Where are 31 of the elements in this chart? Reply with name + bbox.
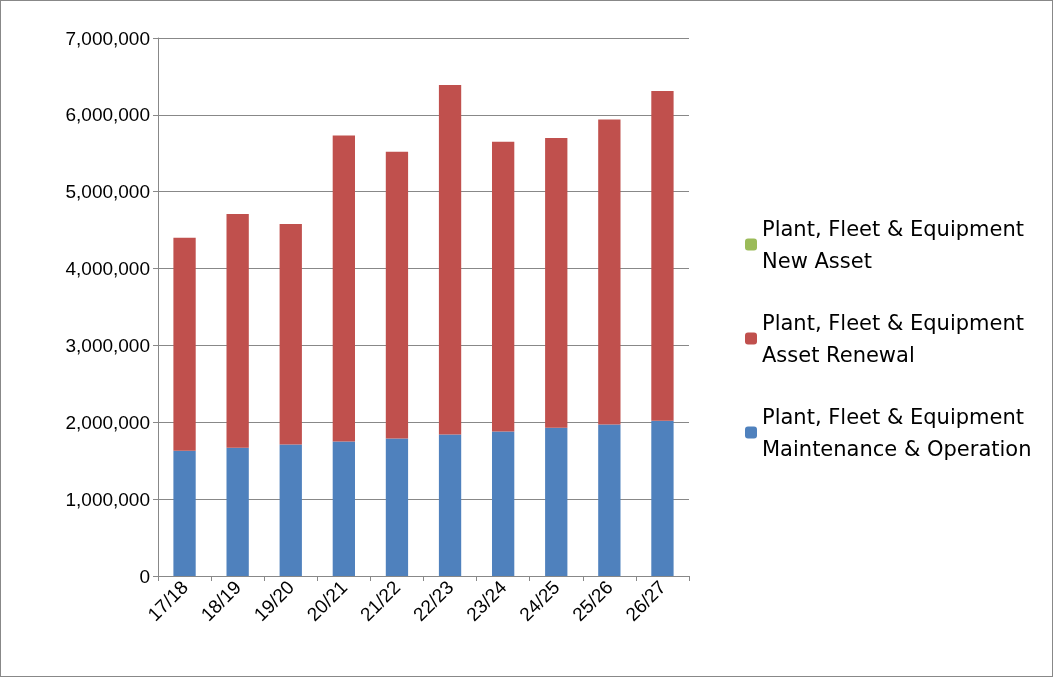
bar: [279, 223, 302, 445]
y-tick-label: 0: [139, 565, 150, 587]
y-tick-label: 7,000,000: [65, 27, 150, 49]
bar: [173, 237, 196, 451]
y-tick-label: 2,000,000: [65, 411, 150, 433]
bar: [598, 119, 621, 425]
y-tick-label: 4,000,000: [65, 258, 150, 280]
bar: [492, 141, 515, 432]
bar: [332, 441, 355, 576]
bar: [279, 444, 302, 576]
bar: [226, 214, 249, 448]
y-tick-label: 5,000,000: [65, 181, 150, 203]
bar: [651, 91, 674, 421]
bar: [545, 427, 568, 576]
legend-label: Plant, Fleet & Equipment Maintenance & Operation: [762, 404, 1032, 461]
y-tick-label: 1,000,000: [65, 488, 150, 510]
bar: [173, 450, 196, 576]
bar: [438, 434, 462, 576]
y-tick-label: 3,000,000: [65, 334, 150, 356]
y-tick-label: 6,000,000: [65, 104, 150, 126]
bar: [385, 438, 409, 576]
bar: [332, 135, 355, 442]
bar: [226, 447, 249, 576]
bar: [598, 424, 621, 576]
legend-label: Plant, Fleet & Equipment New Asset: [762, 216, 1031, 273]
legend-label: Plant, Fleet & Equipment Asset Renewal: [762, 310, 1031, 367]
bar: [438, 84, 462, 435]
bar: [492, 431, 515, 576]
bar: [545, 137, 568, 428]
bar: [385, 151, 409, 439]
bar: [651, 420, 674, 576]
